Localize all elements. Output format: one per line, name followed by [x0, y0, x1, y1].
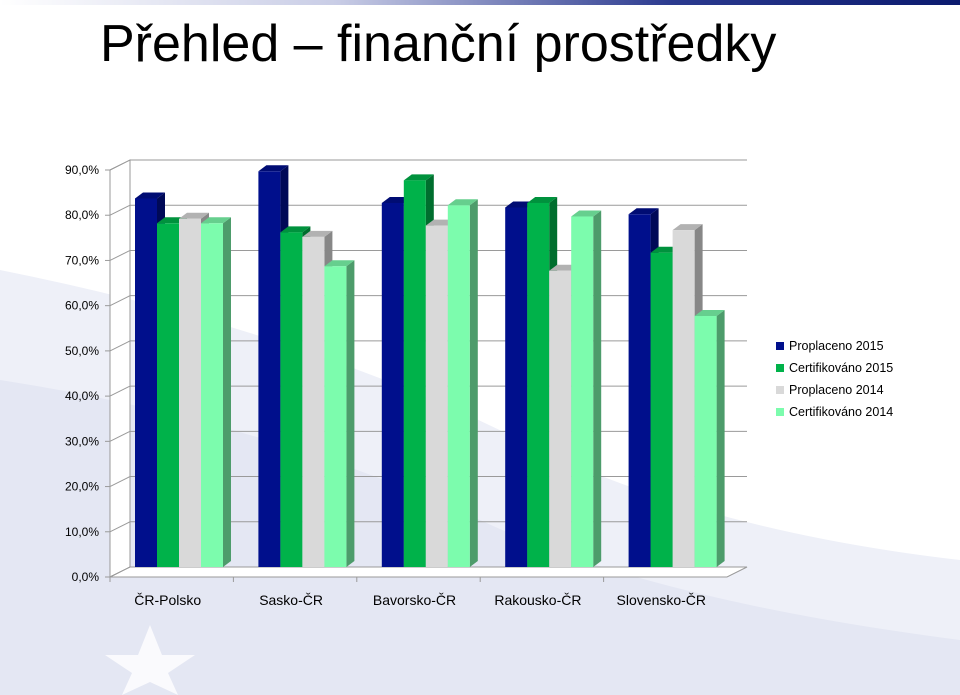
bar-front: [527, 202, 550, 567]
bar-front: [505, 207, 528, 567]
bar-front: [425, 225, 448, 568]
y-axis-ticks: 0,0% 10,0% 20,0% 30,0% 40,0% 50,0% 60,0% 70,0% 8…: [65, 163, 110, 584]
x-category-label: Rakousko-ČR: [494, 592, 581, 608]
legend-swatch: [776, 408, 784, 416]
bar-top: [571, 210, 602, 217]
bar-front: [302, 236, 325, 567]
x-category-label: ČR-Polsko: [134, 592, 201, 608]
bar-front: [324, 266, 347, 567]
bars: [135, 165, 725, 568]
y-tick-label: 50,0%: [65, 344, 99, 358]
bar-top: [201, 217, 231, 224]
bar-side: [223, 217, 231, 568]
bar: [201, 217, 231, 568]
x-axis-labels: ČR-Polsko Sasko-ČR Bavorsko-ČR Rakousko-ČR S…: [109, 577, 706, 608]
legend-label: Proplaceno 2014: [789, 383, 884, 397]
bar-front: [179, 218, 201, 568]
bar-top: [403, 174, 434, 181]
bar: [324, 260, 355, 567]
legend-label: Certifikováno 2014: [789, 405, 893, 419]
legend-swatch: [776, 342, 784, 350]
legend-label: Certifikováno 2015: [789, 361, 893, 375]
bar-top: [302, 230, 333, 237]
bar-front: [571, 216, 594, 567]
y-tick-label: 80,0%: [65, 208, 99, 222]
legend-label: Proplaceno 2015: [789, 339, 884, 353]
bar-top: [527, 196, 558, 203]
bar-side: [346, 260, 355, 567]
bar-front: [258, 171, 281, 568]
bar-top: [672, 224, 703, 231]
bar: [447, 199, 478, 567]
bar-top: [694, 310, 725, 317]
y-tick-label: 90,0%: [65, 163, 99, 177]
bar-side: [469, 199, 478, 567]
bar-front: [157, 223, 179, 568]
chart-walls: [109, 159, 748, 578]
bar-top: [258, 165, 289, 172]
bar-front: [650, 252, 673, 567]
y-tick-label: 40,0%: [65, 389, 99, 403]
bar-front: [628, 214, 651, 567]
bar-top: [135, 192, 165, 199]
top-accent-bar: [0, 0, 960, 5]
bar-front: [381, 202, 404, 567]
y-tick-label: 0,0%: [72, 570, 100, 584]
bar-top: [628, 208, 659, 215]
bar-top: [447, 199, 478, 206]
slide-title: Přehled – finanční prostředky: [100, 15, 777, 73]
bar-side: [716, 310, 725, 567]
side-wall: [109, 159, 131, 578]
x-category-label: Sasko-ČR: [259, 592, 323, 608]
y-tick-label: 30,0%: [65, 434, 99, 448]
bar-top: [280, 226, 311, 233]
y-tick-label: 20,0%: [65, 480, 99, 494]
bar-front: [280, 232, 303, 567]
bar: [694, 310, 725, 567]
bar-top: [179, 212, 209, 219]
bar-front: [549, 270, 572, 567]
y-tick-label: 10,0%: [65, 525, 99, 539]
bar-front: [447, 205, 470, 567]
bar-side: [593, 210, 602, 567]
bar-front: [135, 198, 157, 567]
legend-swatch: [776, 386, 784, 394]
gridline: [109, 159, 747, 171]
bar-top: [324, 260, 355, 267]
legend-swatch: [776, 364, 784, 372]
y-tick-label: 60,0%: [65, 299, 99, 313]
x-category-label: Bavorsko-ČR: [373, 592, 456, 608]
bar-front: [403, 180, 426, 567]
x-category-label: Slovensko-ČR: [617, 592, 706, 608]
y-tick-label: 70,0%: [65, 253, 99, 267]
legend: Proplaceno 2015 Certifikováno 2015 Proplac…: [776, 339, 893, 419]
bar-front: [694, 316, 717, 567]
bar-front: [672, 230, 695, 567]
bar-front: [201, 223, 223, 568]
floor: [109, 566, 748, 578]
bar: [571, 210, 602, 567]
